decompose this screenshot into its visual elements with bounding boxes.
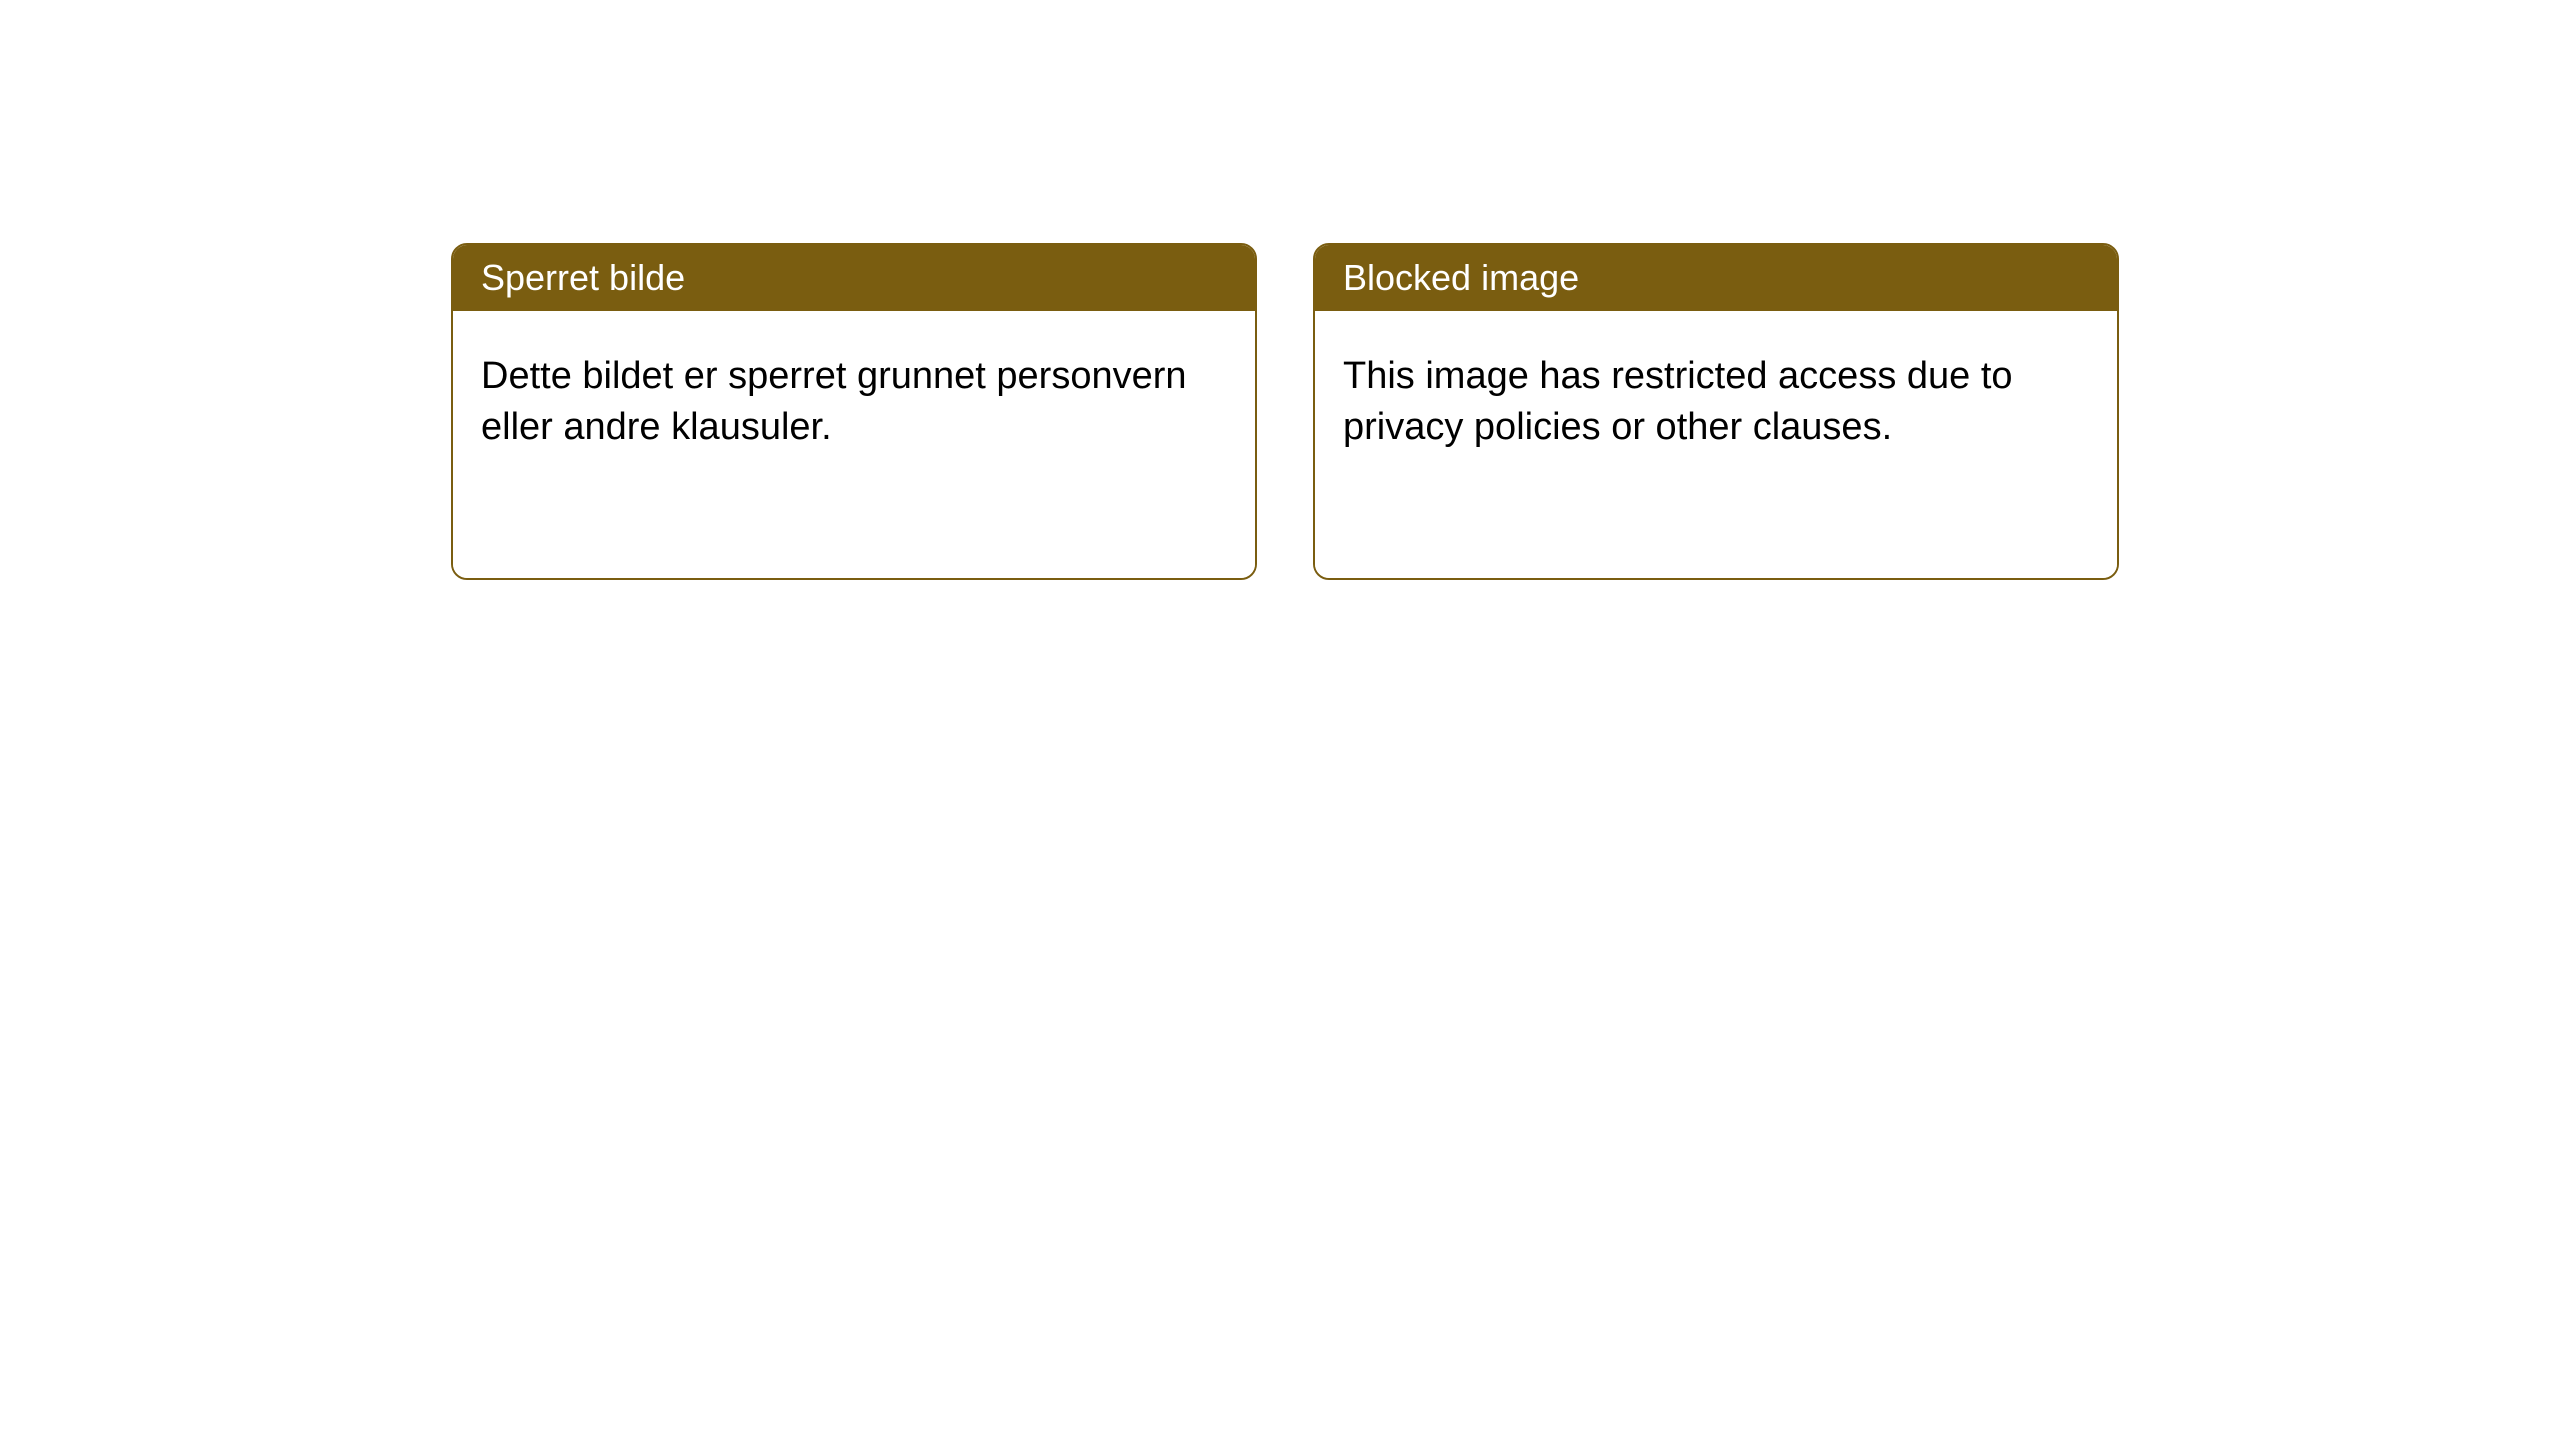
card-body: This image has restricted access due to … bbox=[1315, 311, 2117, 578]
card-message: This image has restricted access due to … bbox=[1343, 355, 2013, 448]
notice-card-norwegian: Sperret bilde Dette bildet er sperret gr… bbox=[451, 243, 1257, 580]
card-message: Dette bildet er sperret grunnet personve… bbox=[481, 355, 1187, 448]
card-header: Blocked image bbox=[1315, 245, 2117, 311]
card-header: Sperret bilde bbox=[453, 245, 1255, 311]
card-title: Blocked image bbox=[1343, 257, 1579, 298]
notice-card-english: Blocked image This image has restricted … bbox=[1313, 243, 2119, 580]
card-body: Dette bildet er sperret grunnet personve… bbox=[453, 311, 1255, 578]
card-title: Sperret bilde bbox=[481, 257, 685, 298]
notice-container: Sperret bilde Dette bildet er sperret gr… bbox=[0, 0, 2560, 580]
